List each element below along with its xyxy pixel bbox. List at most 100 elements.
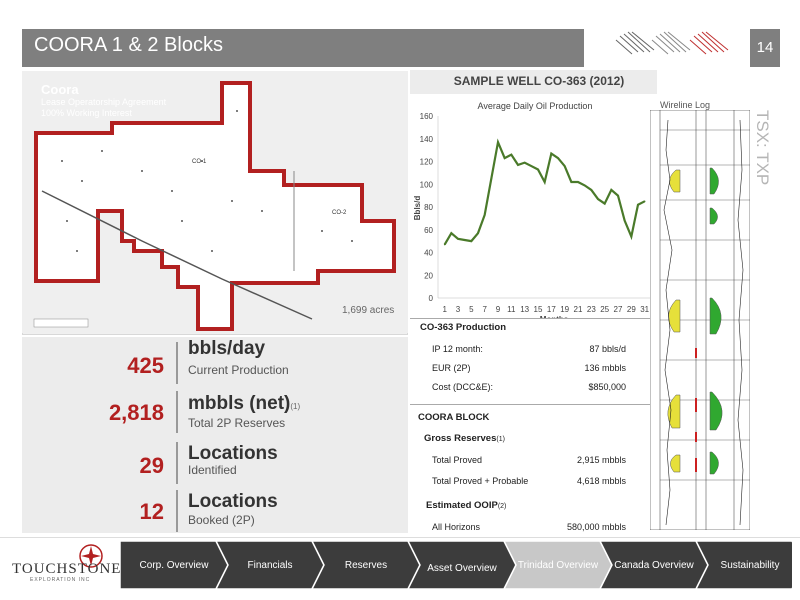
nav-item-sustainability[interactable]: Sustainability: [720, 560, 780, 571]
chart-data-point: [510, 153, 513, 156]
ooip-row-value: 580,000 mbbls: [566, 522, 626, 532]
reserves-row-label: Total Proved: [432, 455, 483, 465]
company-logo-subtitle: EXPLORATION INC: [30, 577, 91, 583]
chart-title: Average Daily Oil Production: [478, 101, 593, 111]
nav-item-shape[interactable]: [599, 541, 709, 589]
production-row-label: Cost (DCC&E):: [432, 382, 494, 392]
x-tick-label: 23: [587, 305, 596, 314]
chart-data-point: [570, 181, 573, 183]
chart-data-point: [643, 200, 646, 203]
nav-item-trinidad-overview[interactable]: Trinidad Overview: [517, 560, 599, 571]
block-label-co1: CO-1: [192, 159, 207, 165]
chart-data-point: [463, 239, 466, 241]
chart-data-point: [457, 238, 459, 240]
x-tick-label: 21: [574, 305, 583, 314]
chart-data-point: [503, 157, 506, 159]
chart-data-point: [603, 202, 606, 205]
block-map-drawing: CO-1 CO-2: [22, 71, 408, 333]
stat-production-unit: bbls/day: [188, 338, 266, 359]
chart-data-point: [563, 165, 566, 167]
x-tick-label: 5: [469, 305, 474, 314]
production-row-value: $850,000: [588, 382, 626, 392]
reserves-row-value: 4,618 mbbls: [576, 476, 626, 486]
chart-data-point: [590, 189, 593, 191]
chart-data-point: [597, 198, 599, 200]
nav-item-shape[interactable]: [503, 541, 613, 589]
ooip-footnote: (2): [497, 503, 507, 510]
title-bar: [22, 29, 584, 67]
stat-identified-unit: Locations: [188, 443, 278, 464]
logo-star-icon: [79, 544, 103, 568]
well-title-band: [410, 70, 657, 94]
y-tick-label: 140: [420, 135, 434, 144]
block-label-co2: CO-2: [332, 210, 347, 216]
chart-data-point: [517, 164, 519, 166]
table-divider: [410, 404, 650, 405]
y-tick-label: 80: [424, 203, 433, 212]
stat-divider: [176, 342, 178, 384]
y-tick-label: 160: [420, 112, 434, 121]
nav-item-reserves[interactable]: Reserves: [344, 560, 388, 571]
y-tick-label: 0: [429, 294, 434, 303]
x-tick-label: 7: [482, 305, 487, 314]
chart-data-point: [450, 232, 453, 234]
nav-item-shape[interactable]: [311, 541, 421, 589]
chart-series-line: [443, 138, 646, 246]
production-table: [410, 318, 650, 407]
stat-reserves-footnote: (1): [290, 402, 301, 411]
stat-divider: [176, 490, 178, 532]
stat-divider: [176, 442, 178, 484]
footer-divider: [0, 537, 800, 538]
scale-bar: [33, 318, 89, 328]
y-tick-label: 60: [424, 226, 433, 235]
block-heading: COORA BLOCK: [418, 412, 490, 423]
chart-data-point: [443, 243, 446, 246]
stat-booked-value: 12: [139, 499, 164, 524]
nav-item-corp-overview[interactable]: Corp. Overview: [139, 560, 209, 571]
nav-item-financials[interactable]: Financials: [247, 560, 293, 571]
x-tick-label: 19: [560, 305, 569, 314]
chart-data-point: [543, 181, 546, 183]
chart-data-point: [617, 194, 619, 197]
company-logo[interactable]: TOUCHSTONE: [12, 561, 122, 577]
stat-production-desc: Current Production: [188, 363, 289, 377]
nav-item-shape[interactable]: [407, 541, 517, 589]
stat-booked-desc: Booked (2P): [188, 513, 255, 527]
nav-item-asset-overview[interactable]: Asset Overview: [427, 563, 497, 574]
production-row-label: IP 12 month:: [432, 344, 483, 354]
map-title: Coora: [41, 82, 79, 97]
stat-identified-desc: Identified: [188, 463, 237, 477]
stat-identified-value: 29: [139, 453, 164, 478]
chart-data-point: [637, 203, 639, 206]
x-tick-label: 31: [640, 305, 649, 314]
x-tick-label: 29: [627, 305, 636, 314]
stat-production-value: 425: [127, 353, 164, 378]
stats-panel: [22, 337, 408, 533]
y-tick-label: 20: [424, 271, 433, 280]
well-title: SAMPLE WELL CO-363 (2012): [453, 74, 625, 88]
chart-data-point: [470, 240, 473, 242]
stat-reserves-unit: mbbls (net)(1): [188, 393, 301, 414]
chart-data-point: [577, 181, 579, 183]
chart-data-point: [477, 232, 479, 234]
production-row-value: 136 mbbls: [584, 363, 626, 373]
chart-data-point: [497, 141, 499, 143]
x-tick-label: 25: [600, 305, 609, 314]
page-number-box: [750, 29, 780, 67]
nav-item-shape[interactable]: [695, 541, 792, 589]
gross-reserves-footnote: (1): [496, 436, 505, 443]
x-tick-label: 27: [614, 305, 623, 314]
ticker-side-label: TSX: TXP: [753, 110, 772, 186]
production-heading: CO-363 Production: [420, 322, 507, 333]
map-subtitle-interest: 100% Working Interest: [41, 108, 132, 118]
section-navigation: [120, 541, 792, 589]
stat-divider: [176, 391, 178, 433]
wireline-log-label: Wireline Log: [660, 100, 711, 110]
chart-data-point: [530, 165, 533, 167]
chart-data-point: [557, 157, 559, 159]
y-tick-label: 100: [420, 180, 434, 189]
nav-item-canada-overview[interactable]: Canada Overview: [614, 560, 694, 571]
swoosh-decoration: [615, 31, 729, 55]
nav-item-shape[interactable]: [215, 541, 325, 589]
wireline-log: [650, 110, 750, 530]
